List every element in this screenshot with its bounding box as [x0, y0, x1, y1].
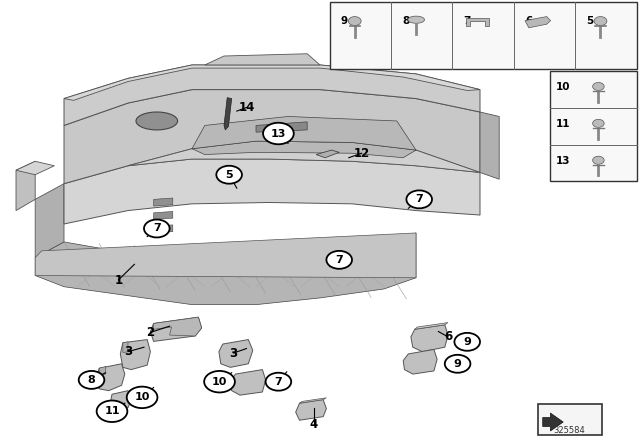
Circle shape	[204, 371, 235, 392]
Text: 10: 10	[212, 377, 227, 387]
Polygon shape	[296, 400, 326, 420]
Polygon shape	[525, 17, 550, 28]
Polygon shape	[128, 144, 480, 172]
Polygon shape	[403, 349, 437, 374]
FancyBboxPatch shape	[538, 404, 602, 435]
Circle shape	[263, 123, 294, 144]
Circle shape	[127, 387, 157, 408]
Circle shape	[593, 82, 604, 90]
Circle shape	[445, 355, 470, 373]
Circle shape	[326, 251, 352, 269]
Polygon shape	[123, 342, 128, 353]
Polygon shape	[35, 233, 416, 278]
Polygon shape	[480, 112, 499, 179]
Polygon shape	[466, 18, 489, 26]
FancyBboxPatch shape	[330, 2, 637, 69]
Polygon shape	[35, 184, 64, 258]
Text: 6: 6	[525, 16, 532, 26]
Text: 11: 11	[104, 406, 120, 416]
Text: 7: 7	[463, 16, 471, 26]
Polygon shape	[230, 370, 266, 395]
Circle shape	[144, 220, 170, 237]
Text: 10: 10	[134, 392, 150, 402]
Polygon shape	[150, 317, 202, 341]
Text: 12: 12	[353, 146, 370, 160]
Text: 14: 14	[238, 101, 255, 114]
Polygon shape	[16, 161, 54, 175]
Circle shape	[594, 17, 607, 26]
Polygon shape	[99, 366, 106, 375]
Text: 2: 2	[147, 326, 154, 339]
Text: 7: 7	[153, 224, 161, 233]
Polygon shape	[300, 398, 326, 403]
Circle shape	[593, 119, 604, 127]
Ellipse shape	[136, 112, 178, 130]
Circle shape	[348, 17, 361, 26]
Polygon shape	[219, 340, 253, 367]
Polygon shape	[154, 317, 202, 336]
Circle shape	[406, 190, 432, 208]
Polygon shape	[64, 65, 480, 125]
Polygon shape	[154, 225, 173, 233]
Polygon shape	[110, 391, 131, 411]
Polygon shape	[154, 198, 173, 206]
Circle shape	[216, 166, 242, 184]
Polygon shape	[415, 323, 448, 329]
Polygon shape	[154, 211, 173, 220]
Text: 3: 3	[230, 346, 237, 360]
Text: 6: 6	[444, 330, 452, 344]
Text: 5: 5	[225, 170, 233, 180]
Polygon shape	[256, 122, 307, 132]
Ellipse shape	[408, 16, 424, 23]
Text: 5: 5	[586, 16, 594, 26]
Polygon shape	[205, 54, 320, 65]
Polygon shape	[192, 141, 416, 158]
Text: 13: 13	[271, 129, 286, 138]
Polygon shape	[224, 98, 232, 130]
Text: 13: 13	[556, 156, 570, 166]
Polygon shape	[411, 325, 448, 352]
Circle shape	[593, 156, 604, 164]
Polygon shape	[192, 116, 416, 150]
Polygon shape	[64, 65, 480, 100]
Text: 10: 10	[556, 82, 570, 92]
Text: 8: 8	[88, 375, 95, 385]
Text: 325584: 325584	[554, 426, 586, 435]
Text: 1: 1	[115, 273, 122, 287]
Text: 4: 4	[310, 418, 317, 431]
Polygon shape	[96, 364, 125, 391]
Circle shape	[97, 401, 127, 422]
Polygon shape	[35, 233, 416, 305]
Text: 7: 7	[275, 377, 282, 387]
Polygon shape	[543, 413, 563, 431]
Text: 8: 8	[402, 16, 410, 26]
Circle shape	[79, 371, 104, 389]
Polygon shape	[16, 161, 35, 211]
Text: 9: 9	[454, 359, 461, 369]
Text: 7: 7	[335, 255, 343, 265]
Text: 9: 9	[340, 16, 348, 26]
Text: 7: 7	[415, 194, 423, 204]
Text: 9: 9	[463, 337, 471, 347]
Polygon shape	[64, 90, 480, 184]
Text: 11: 11	[556, 119, 570, 129]
Circle shape	[454, 333, 480, 351]
Polygon shape	[64, 159, 480, 224]
Circle shape	[266, 373, 291, 391]
Polygon shape	[120, 340, 150, 370]
Text: 3: 3	[124, 345, 132, 358]
Polygon shape	[316, 150, 339, 158]
FancyBboxPatch shape	[550, 71, 637, 181]
